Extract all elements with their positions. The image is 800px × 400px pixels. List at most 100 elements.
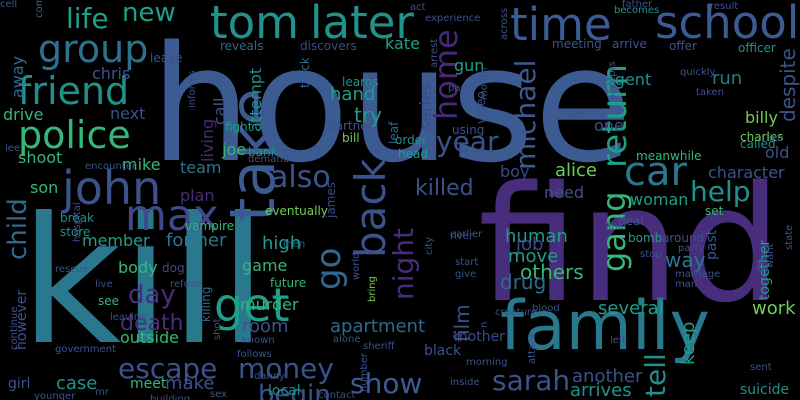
- cloud-word: stop: [640, 249, 662, 260]
- cloud-word: using: [452, 123, 485, 137]
- cloud-word: next: [110, 104, 146, 123]
- cloud-word: come: [34, 0, 45, 18]
- cloud-word: human: [505, 226, 568, 247]
- cloud-word: find: [478, 151, 782, 338]
- cloud-word: outside: [120, 328, 179, 347]
- cloud-word: result: [710, 1, 739, 12]
- cloud-word: partner: [328, 119, 373, 133]
- cloud-word: bill: [342, 131, 360, 145]
- cloud-word: truck: [298, 57, 312, 88]
- cloud-word: plan: [180, 186, 215, 205]
- cloud-word: city: [424, 236, 435, 255]
- cloud-word: world: [351, 252, 362, 280]
- cloud-word: despite: [776, 48, 800, 122]
- cloud-word: body: [118, 258, 158, 277]
- cloud-word: encounter: [85, 161, 136, 172]
- cloud-word: police: [18, 113, 131, 157]
- cloud-word: government: [55, 344, 116, 355]
- cloud-word: member: [82, 231, 150, 250]
- cloud-word: school: [655, 0, 800, 49]
- cloud-word: past: [704, 229, 720, 260]
- cloud-word: group: [38, 27, 149, 71]
- cloud-word: son: [30, 178, 59, 197]
- cloud-word: meeting: [552, 37, 602, 51]
- cloud-word: kill: [20, 181, 268, 384]
- cloud-word: man: [675, 279, 698, 290]
- cloud-word: bomb: [628, 231, 663, 245]
- cloud-word: building: [150, 394, 191, 400]
- cloud-word: vampire: [185, 219, 235, 233]
- cloud-word: michael: [509, 59, 542, 170]
- cloud-word: arrest: [429, 38, 440, 68]
- cloud-word: billy: [745, 108, 778, 127]
- cloud-word: continue: [9, 306, 20, 350]
- cloud-word: away: [8, 55, 27, 98]
- cloud-word: dog: [162, 261, 185, 275]
- cloud-word: former: [166, 230, 227, 251]
- cloud-word: try: [354, 103, 382, 127]
- cloud-word: mike: [122, 155, 161, 174]
- cloud-word: boy: [500, 162, 530, 181]
- cloud-word: refuse: [170, 279, 202, 290]
- cloud-word: meanwhile: [636, 149, 702, 163]
- cloud-word: high: [262, 233, 302, 254]
- cloud-word: start: [455, 257, 479, 268]
- cloud-word: john: [62, 161, 162, 215]
- cloud-word: killed: [415, 176, 474, 201]
- cloud-word: accepts: [607, 61, 618, 100]
- cloud-word: contact: [318, 390, 356, 400]
- cloud-word: final: [605, 221, 627, 232]
- cloud-word: sex: [210, 389, 228, 400]
- cloud-word: money: [238, 352, 334, 385]
- cloud-word: shot: [212, 318, 223, 340]
- cloud-word: killing: [199, 286, 213, 322]
- cloud-word: series: [416, 82, 435, 130]
- cloud-word: blood: [532, 303, 560, 314]
- cloud-word: want: [765, 243, 776, 268]
- cloud-word: lee: [5, 143, 21, 154]
- cloud-word: character: [708, 163, 785, 182]
- cloud-word: job: [516, 234, 544, 255]
- cloud-word: woman: [630, 190, 689, 209]
- cloud-word: called: [740, 137, 776, 151]
- cloud-word: tom: [210, 0, 300, 49]
- cloud-word: inside: [450, 377, 480, 388]
- cloud-word: also: [270, 160, 331, 195]
- cloud-word: officer: [738, 41, 776, 55]
- cloud-word: marriage: [675, 269, 721, 280]
- cloud-word: others: [520, 260, 584, 284]
- cloud-word: hospital: [72, 202, 83, 242]
- cloud-word: sheriff: [363, 341, 395, 352]
- cloud-word: murder: [240, 295, 299, 314]
- cloud-word: later: [310, 0, 414, 49]
- cloud-word: offer: [669, 39, 697, 53]
- cloud-word: get: [214, 278, 290, 332]
- cloud-word: room: [242, 316, 289, 337]
- cloud-word: across: [499, 7, 510, 40]
- cloud-word: mother: [454, 329, 505, 345]
- cloud-word: apartment: [330, 316, 426, 337]
- cloud-word: cell: [0, 0, 18, 10]
- cloud-word: alice: [555, 160, 598, 181]
- cloud-word: creature: [495, 307, 537, 318]
- cloud-word: reveals: [220, 39, 264, 53]
- cloud-word: year: [436, 125, 499, 158]
- cloud-word: show: [350, 367, 423, 400]
- cloud-word: another: [572, 366, 643, 387]
- cloud-word: act: [410, 2, 426, 13]
- cloud-word: begin: [258, 380, 331, 400]
- cloud-word: learns: [342, 75, 379, 89]
- cloud-word: child: [3, 198, 33, 260]
- cloud-word: set: [705, 204, 724, 218]
- cloud-word: go: [309, 247, 349, 290]
- cloud-word: mr: [95, 387, 109, 398]
- cloud-word: becomes: [614, 5, 660, 16]
- cloud-word: dr: [756, 259, 771, 275]
- cloud-word: order: [395, 133, 427, 147]
- cloud-word: alone: [333, 334, 361, 345]
- cloud-word: attack: [527, 332, 538, 364]
- cloud-word: rescue: [55, 264, 89, 275]
- cloud-word: earlier: [450, 229, 483, 240]
- cloud-word: arrive: [612, 37, 647, 51]
